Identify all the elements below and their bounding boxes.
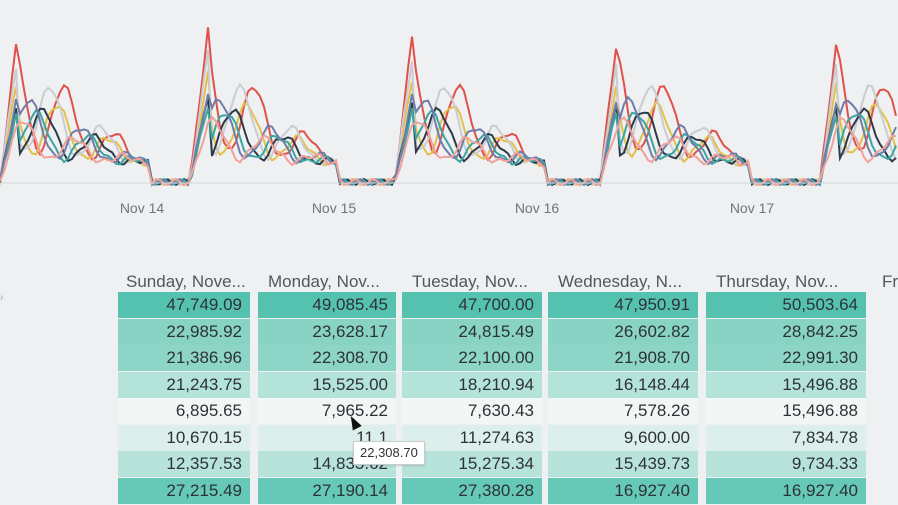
- line-chart-plot: [0, 27, 898, 187]
- series-line: [0, 115, 897, 187]
- table-cell[interactable]: 15,496.88: [706, 398, 866, 424]
- table-cell[interactable]: 22,991.30: [706, 345, 866, 371]
- table-cell[interactable]: 26,602.82: [548, 318, 698, 345]
- table-cell[interactable]: 18,210.94: [402, 371, 542, 398]
- table-cell[interactable]: 7,834.78: [706, 424, 866, 451]
- x-tick-label: Nov 15: [311, 200, 357, 216]
- table-cell[interactable]: 11,274.63: [402, 424, 542, 451]
- table-cell[interactable]: 23,628.17: [258, 318, 396, 345]
- x-tick-label: Nov 14: [119, 200, 165, 216]
- table-cell[interactable]: 21,243.75: [118, 371, 250, 398]
- column-header-friday[interactable]: Fr: [882, 272, 898, 291]
- column-header-wednesday[interactable]: Wednesday, N...: [558, 272, 683, 291]
- table-cell[interactable]: 16,927.40: [548, 477, 698, 504]
- column-header-sunday[interactable]: Sunday, Nove...: [126, 272, 246, 291]
- column-header-thursday[interactable]: Thursday, Nov...: [716, 272, 839, 291]
- table-cell[interactable]: 21,386.96: [118, 345, 250, 371]
- table-cell[interactable]: 7,630.43: [402, 398, 542, 424]
- series-line: [0, 93, 897, 187]
- table-cell[interactable]: 7,965.22: [258, 398, 396, 424]
- table-cell[interactable]: 27,380.28: [402, 477, 542, 504]
- table-cell[interactable]: 16,927.40: [706, 477, 866, 504]
- series-line: [0, 49, 897, 187]
- cell-tooltip: 22,308.70: [353, 441, 425, 465]
- table-cell[interactable]: 15,496.88: [706, 371, 866, 398]
- line-chart: Nov 14 Nov 15 Nov 16 Nov 17: [0, 0, 898, 230]
- column-header-tuesday[interactable]: Tuesday, Nov...: [412, 272, 528, 291]
- table-cell[interactable]: 22,985.92: [118, 318, 250, 345]
- table-cell[interactable]: 15,525.00: [258, 371, 396, 398]
- table-cell[interactable]: 24,815.49: [402, 318, 542, 345]
- table-cell[interactable]: 47,700.00: [402, 292, 542, 318]
- table-cell[interactable]: 22,308.70: [258, 345, 396, 371]
- column-header-monday[interactable]: Monday, Nov...: [268, 272, 380, 291]
- table-cell[interactable]: 7,578.26: [548, 398, 698, 424]
- table-cell[interactable]: 27,190.14: [258, 477, 396, 504]
- table-cell[interactable]: 9,734.33: [706, 451, 866, 477]
- table-cell[interactable]: 12,357.53: [118, 451, 250, 477]
- table-cell[interactable]: 28,842.25: [706, 318, 866, 345]
- matrix-table: › Sunday, Nove... Monday, Nov... Tuesday…: [0, 262, 898, 505]
- row-header-stub: ›: [0, 292, 4, 303]
- table-cell[interactable]: 47,950.91: [548, 292, 698, 318]
- table-cell[interactable]: 47,749.09: [118, 292, 250, 318]
- x-tick-label: Nov 17: [729, 200, 775, 216]
- table-cell[interactable]: 15,275.34: [402, 451, 542, 477]
- table-cell[interactable]: 21,908.70: [548, 345, 698, 371]
- table-cell[interactable]: 16,148.44: [548, 371, 698, 398]
- table-cell[interactable]: 6,895.65: [118, 398, 250, 424]
- table-cell[interactable]: 9,600.00: [548, 424, 698, 451]
- table-cell[interactable]: 49,085.45: [258, 292, 396, 318]
- series-line: [0, 108, 897, 187]
- table-cell[interactable]: 15,439.73: [548, 451, 698, 477]
- x-tick-label: Nov 16: [514, 200, 560, 216]
- table-cell[interactable]: 27,215.49: [118, 477, 250, 504]
- table-cell[interactable]: 22,100.00: [402, 345, 542, 371]
- table-cell[interactable]: 10,670.15: [118, 424, 250, 451]
- table-cell[interactable]: 50,503.64: [706, 292, 866, 318]
